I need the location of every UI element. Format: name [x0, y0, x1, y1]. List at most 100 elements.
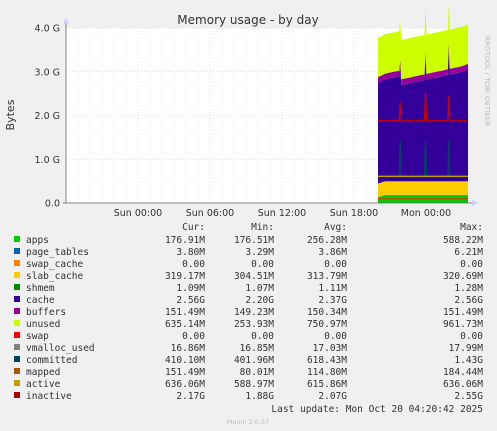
legend-name: unused [26, 319, 60, 330]
legend-value: 2.17G [176, 391, 205, 402]
legend-value: 750.97M [307, 319, 347, 330]
legend-value: 253.93M [234, 319, 274, 330]
legend-value: 1.88G [245, 391, 274, 402]
legend-value: 0.00 [251, 259, 274, 270]
legend-value: 615.86M [307, 379, 347, 390]
legend-swatch [14, 368, 20, 374]
legend-value: 410.10M [165, 355, 205, 366]
legend-name: swap_cache [26, 259, 83, 270]
last-update: Last update: Mon Oct 20 04:20:42 2025 [271, 404, 483, 415]
x-tick-label: Sun 06:00 [186, 208, 234, 219]
legend-swatch [14, 332, 20, 338]
area-slab_cache [378, 181, 468, 198]
legend-name: swap [26, 331, 49, 342]
legend-value: 636.06M [443, 379, 483, 390]
legend-value: 2.56G [176, 295, 205, 306]
legend-name: mapped [26, 367, 60, 378]
legend-value: 16.86M [171, 343, 206, 354]
x-tick-label: Sun 12:00 [258, 208, 306, 219]
legend-name: buffers [26, 307, 66, 318]
y-tick-label: 0.0 [45, 199, 60, 210]
legend-swatch [14, 236, 20, 242]
legend-value: 636.06M [165, 379, 205, 390]
legend-value: 313.79M [307, 271, 347, 282]
legend-name: page_tables [26, 247, 89, 258]
legend-value: 2.20G [245, 295, 274, 306]
legend-name: shmem [26, 283, 55, 294]
legend-value: 1.28M [454, 283, 483, 294]
legend-value: 1.07M [245, 283, 274, 294]
y-axis-arrow [63, 18, 69, 24]
area-buffers [378, 42, 468, 86]
legend-swatch [14, 356, 20, 362]
legend-value: 0.00 [460, 331, 483, 342]
chart-title: Memory usage - by day [177, 13, 318, 27]
x-tick-label: Mon 00:00 [401, 208, 451, 219]
legend-swatch [14, 272, 20, 278]
legend-value: 0.00 [182, 331, 205, 342]
legend-name: active [26, 379, 61, 390]
y-tick-label: 2.0 G [35, 111, 61, 122]
table-header: Min: [251, 222, 274, 233]
legend-swatch [14, 320, 20, 326]
legend-swatch [14, 344, 20, 350]
legend-swatch [14, 284, 20, 290]
legend-value: 2.56G [454, 295, 483, 306]
y-axis-label: Bytes [4, 99, 17, 130]
legend-value: 618.43M [307, 355, 347, 366]
line-inactive [378, 91, 468, 122]
legend-value: 256.28M [307, 235, 347, 246]
legend-name: cache [26, 295, 55, 306]
legend-value: 588.97M [234, 379, 274, 390]
legend-value: 0.00 [324, 331, 347, 342]
legend-value: 1.43G [454, 355, 483, 366]
area-unused [378, 3, 468, 80]
axes [63, 18, 478, 206]
legend-value: 0.00 [460, 259, 483, 270]
x-tick-label: Sun 18:00 [330, 208, 378, 219]
table-header: Cur: [182, 222, 205, 233]
x-tick-label: Sun 00:00 [114, 208, 162, 219]
legend-value: 3.29M [245, 247, 274, 258]
y-tick-label: 3.0 G [35, 67, 61, 78]
legend-value: 6.21M [454, 247, 483, 258]
legend-value: 17.03M [313, 343, 348, 354]
legend-value: 1.09M [176, 283, 205, 294]
legend-table: Cur: Min: Avg: Max: apps 176.91M 176.51M 256.28… [14, 222, 483, 402]
legend-value: 176.91M [165, 235, 205, 246]
rrdtool-credit: RRDTOOL / TOBI OETIKER [483, 36, 491, 126]
legend-value: 149.23M [234, 307, 274, 318]
legend-value: 184.44M [443, 367, 483, 378]
tick-labels: 0.0 1.0 G 2.0 G 3.0 G 4.0 G Sun 00:00 Sun 06:0… [35, 24, 452, 220]
legend-name: slab_cache [26, 271, 83, 282]
legend-name: inactive [26, 391, 72, 402]
legend-value: 2.37G [318, 295, 347, 306]
legend-swatch [14, 248, 20, 254]
legend-swatch [14, 308, 20, 314]
legend-value: 3.86M [318, 247, 347, 258]
legend-value: 588.22M [443, 235, 483, 246]
legend-value: 17.99M [449, 343, 484, 354]
legend-value: 0.00 [182, 259, 205, 270]
legend-value: 3.80M [176, 247, 205, 258]
legend-swatch [14, 260, 20, 266]
legend-swatch [14, 380, 20, 386]
legend-value: 961.73M [443, 319, 483, 330]
legend-value: 2.07G [318, 391, 347, 402]
legend-name: apps [26, 235, 49, 246]
legend-value: 114.80M [307, 367, 347, 378]
legend-value: 151.49M [443, 307, 483, 318]
munin-version: Munin 2.0.57 [227, 418, 270, 426]
legend-value: 401.96M [234, 355, 274, 366]
table-header: Avg: [324, 222, 347, 233]
legend-value: 2.55G [454, 391, 483, 402]
legend-value: 80.01M [240, 367, 275, 378]
legend-name: committed [26, 355, 77, 366]
legend-value: 1.11M [318, 283, 347, 294]
table-header: Max: [460, 222, 483, 233]
legend-value: 0.00 [251, 331, 274, 342]
legend-value: 151.49M [165, 367, 205, 378]
x-axis-arrow [472, 200, 478, 206]
legend-value: 304.51M [234, 271, 274, 282]
